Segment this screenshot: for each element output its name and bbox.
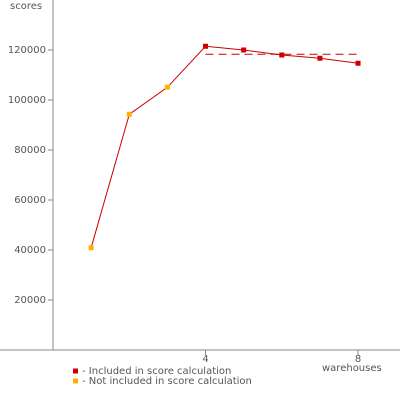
- data-point: [164, 84, 170, 90]
- y-axis-label: scores: [10, 1, 42, 12]
- y-tick-label: 60000: [14, 195, 46, 206]
- data-point: [88, 245, 94, 251]
- legend-swatch: [73, 368, 78, 374]
- data-point: [279, 52, 285, 58]
- x-tick-label: 8: [355, 354, 361, 365]
- data-point: [126, 111, 132, 117]
- data-point: [317, 55, 323, 61]
- legend-swatch: [73, 378, 78, 384]
- y-tick-label: 120000: [8, 45, 46, 56]
- data-point: [203, 43, 209, 49]
- y-tick-label: 100000: [8, 95, 46, 106]
- x-axis-label: warehouses: [322, 363, 382, 374]
- data-point: [355, 60, 361, 66]
- y-tick-label: 40000: [14, 245, 46, 256]
- y-tick-label: 80000: [14, 145, 46, 156]
- y-tick-label: 20000: [14, 295, 46, 306]
- data-line: [90, 45, 359, 248]
- legend-label: - Not included in score calculation: [82, 376, 252, 387]
- data-point: [241, 47, 247, 53]
- legend-label: - Included in score calculation: [82, 366, 231, 377]
- x-tick-label: 4: [202, 354, 208, 365]
